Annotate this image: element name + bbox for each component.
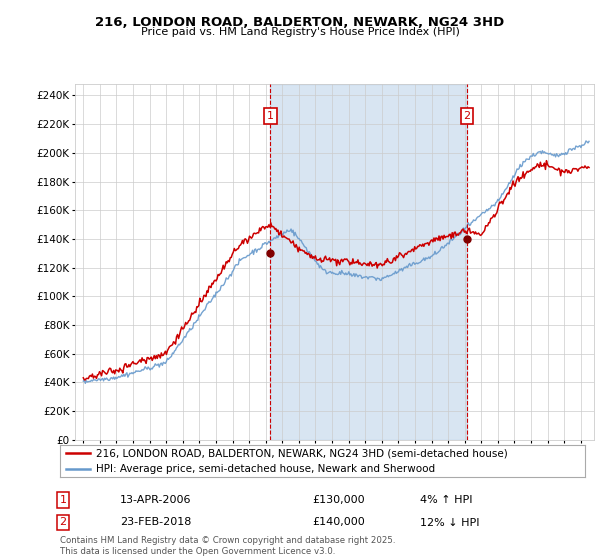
Text: 23-FEB-2018: 23-FEB-2018	[120, 517, 191, 528]
Text: 216, LONDON ROAD, BALDERTON, NEWARK, NG24 3HD (semi-detached house): 216, LONDON ROAD, BALDERTON, NEWARK, NG2…	[96, 449, 508, 459]
Text: 2: 2	[59, 517, 67, 528]
Text: HPI: Average price, semi-detached house, Newark and Sherwood: HPI: Average price, semi-detached house,…	[96, 464, 435, 474]
Text: 1: 1	[267, 111, 274, 121]
Text: 13-APR-2006: 13-APR-2006	[120, 495, 191, 505]
Text: £130,000: £130,000	[312, 495, 365, 505]
Text: 216, LONDON ROAD, BALDERTON, NEWARK, NG24 3HD: 216, LONDON ROAD, BALDERTON, NEWARK, NG2…	[95, 16, 505, 29]
Bar	[271, 84, 467, 440]
Text: Contains HM Land Registry data © Crown copyright and database right 2025.
This d: Contains HM Land Registry data © Crown c…	[60, 536, 395, 556]
Text: 12% ↓ HPI: 12% ↓ HPI	[420, 517, 479, 528]
Text: 4% ↑ HPI: 4% ↑ HPI	[420, 495, 473, 505]
Text: 2: 2	[463, 111, 470, 121]
Text: 1: 1	[59, 495, 67, 505]
Text: £140,000: £140,000	[312, 517, 365, 528]
Text: Price paid vs. HM Land Registry's House Price Index (HPI): Price paid vs. HM Land Registry's House …	[140, 27, 460, 37]
